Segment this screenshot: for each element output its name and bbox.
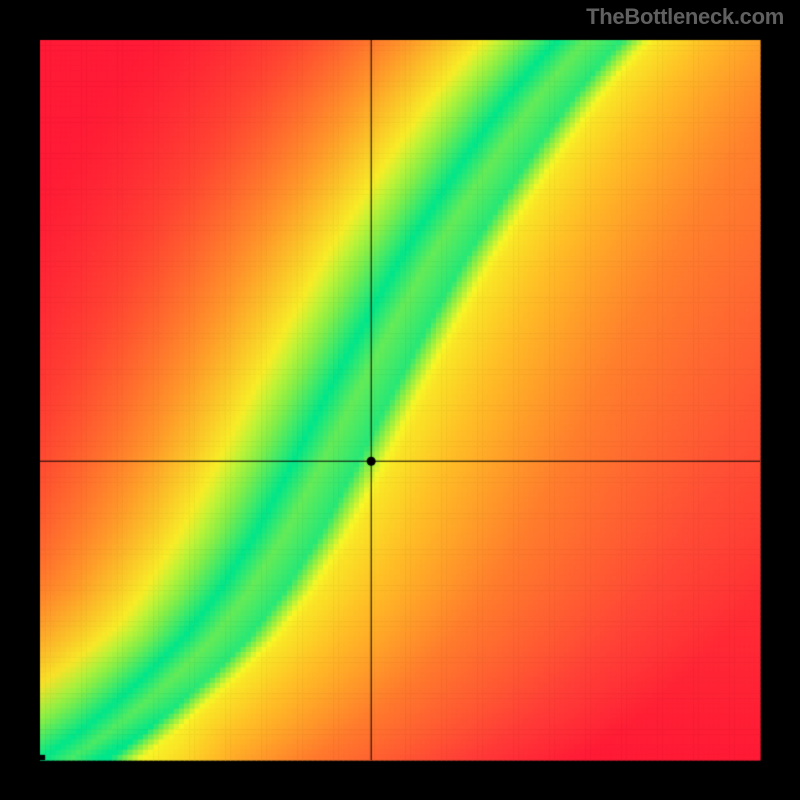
heatmap-canvas xyxy=(0,0,800,800)
figure-container: TheBottleneck.com xyxy=(0,0,800,800)
watermark-text: TheBottleneck.com xyxy=(586,4,784,30)
